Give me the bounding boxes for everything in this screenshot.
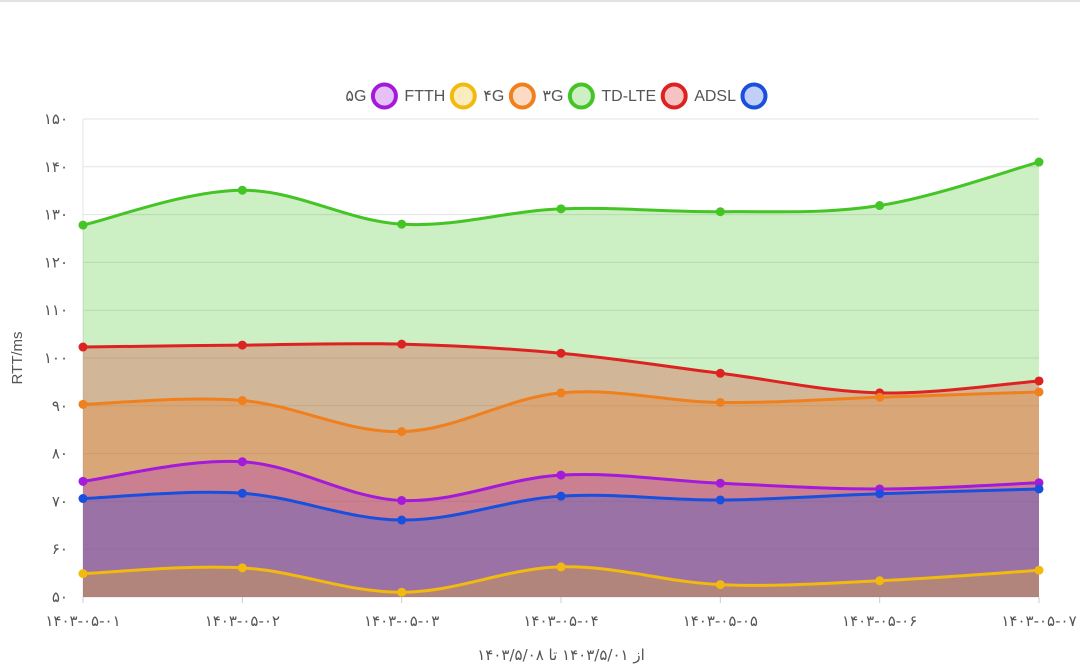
legend-item[interactable]: ۳G xyxy=(542,82,595,110)
y-tick-label: ۱۵۰ xyxy=(44,110,68,128)
data-point xyxy=(556,388,566,398)
series-area-1 xyxy=(83,343,1039,597)
y-axis-label: RTT/ms xyxy=(9,331,26,384)
y-axis: ۵۰ ۶۰ ۷۰ ۸۰ ۹۰ ۱۰۰ ۱۱۰ ۱۲۰ ۱۳۰ ۱۴۰ ۱۵۰ xyxy=(44,110,68,606)
legend-item[interactable]: ADSL xyxy=(694,82,768,110)
legend-label: ADSL xyxy=(694,88,736,105)
data-point xyxy=(78,342,88,352)
y-tick-label: ۱۴۰ xyxy=(44,158,68,176)
data-point xyxy=(237,340,247,350)
y-tick-label: ۸۰ xyxy=(52,445,68,463)
y-tick-label: ۶۰ xyxy=(52,540,68,558)
legend-swatch-icon xyxy=(449,82,477,110)
data-point xyxy=(715,495,725,505)
data-point xyxy=(237,185,247,195)
data-point xyxy=(715,397,725,407)
x-tick-label: ۱۴۰۳-۰۵-۰۶ xyxy=(842,612,917,630)
legend-swatch-icon xyxy=(508,82,536,110)
data-point xyxy=(1034,376,1044,386)
data-point xyxy=(78,476,88,486)
data-point xyxy=(397,587,407,597)
x-tick-label: ۱۴۰۳-۰۵-۰۷ xyxy=(1001,612,1076,630)
data-point xyxy=(875,201,885,211)
x-axis-label: از ۱۴۰۳/۵/۰۱ تا ۱۴۰۳/۵/۰۸ xyxy=(477,646,645,664)
data-point xyxy=(1034,157,1044,167)
data-point xyxy=(875,576,885,586)
top-divider xyxy=(0,0,1080,2)
data-point xyxy=(556,470,566,480)
data-point xyxy=(397,219,407,229)
data-point xyxy=(397,515,407,525)
data-point xyxy=(78,569,88,579)
data-point xyxy=(78,220,88,230)
legend-swatch-icon xyxy=(567,82,595,110)
legend-label: FTTH xyxy=(404,88,445,105)
x-tick-label: ۱۴۰۳-۰۵-۰۲ xyxy=(205,612,280,630)
x-axis: ۱۴۰۳-۰۵-۰۱ ۱۴۰۳-۰۵-۰۲ ۱۴۰۳-۰۵-۰۳ ۱۴۰۳-۰۵-۰۴… xyxy=(45,597,1077,630)
data-point xyxy=(875,392,885,402)
series-points xyxy=(78,157,1044,597)
data-point xyxy=(715,478,725,488)
data-point xyxy=(237,396,247,406)
y-tick-label: ۱۲۰ xyxy=(44,253,68,271)
data-point xyxy=(237,488,247,498)
data-point xyxy=(397,495,407,505)
legend-item[interactable]: FTTH xyxy=(404,82,477,110)
x-tick-label: ۱۴۰۳-۰۵-۰۱ xyxy=(45,612,120,630)
data-point xyxy=(556,348,566,358)
legend-label: ۵G xyxy=(345,88,366,105)
data-point xyxy=(397,339,407,349)
legend[interactable]: ADSL TD-LTE ۳G ۴G FTTH ۵G xyxy=(345,82,768,110)
y-tick-label: ۱۱۰ xyxy=(44,301,68,319)
y-tick-label: ۷۰ xyxy=(52,492,68,510)
data-point xyxy=(78,494,88,504)
x-tick-label: ۱۴۰۳-۰۵-۰۳ xyxy=(364,612,439,630)
data-point xyxy=(1034,484,1044,494)
data-point xyxy=(875,489,885,499)
legend-item[interactable]: TD-LTE xyxy=(601,82,688,110)
data-point xyxy=(1034,565,1044,575)
data-point xyxy=(237,457,247,467)
data-point xyxy=(715,207,725,217)
data-point xyxy=(237,563,247,573)
data-point xyxy=(397,427,407,437)
legend-swatch-icon xyxy=(660,82,688,110)
legend-item[interactable]: ۵G xyxy=(345,82,398,110)
data-point xyxy=(715,368,725,378)
x-tick-label: ۱۴۰۳-۰۵-۰۴ xyxy=(523,612,598,630)
data-point xyxy=(1034,478,1044,488)
data-point xyxy=(556,562,566,572)
data-point xyxy=(715,580,725,590)
data-point xyxy=(556,491,566,501)
data-point xyxy=(556,204,566,214)
y-tick-label: ۱۰۰ xyxy=(44,349,68,367)
y-tick-label: ۵۰ xyxy=(52,588,68,606)
legend-swatch-icon xyxy=(370,82,398,110)
x-tick-label: ۱۴۰۳-۰۵-۰۵ xyxy=(683,612,758,630)
series-area-5 xyxy=(83,566,1039,597)
data-point xyxy=(78,399,88,409)
y-tick-label: ۹۰ xyxy=(52,397,68,415)
legend-label: ۴G xyxy=(483,88,504,105)
legend-label: TD-LTE xyxy=(601,88,656,105)
series-area-3 xyxy=(83,461,1039,597)
series-areas xyxy=(83,162,1039,597)
y-tick-label: ۱۳۰ xyxy=(44,206,68,224)
legend-label: ۳G xyxy=(542,88,563,105)
legend-item[interactable]: ۴G xyxy=(483,82,536,110)
legend-swatch-icon xyxy=(740,82,768,110)
data-point xyxy=(1034,387,1044,397)
series-area-4 xyxy=(83,488,1039,597)
